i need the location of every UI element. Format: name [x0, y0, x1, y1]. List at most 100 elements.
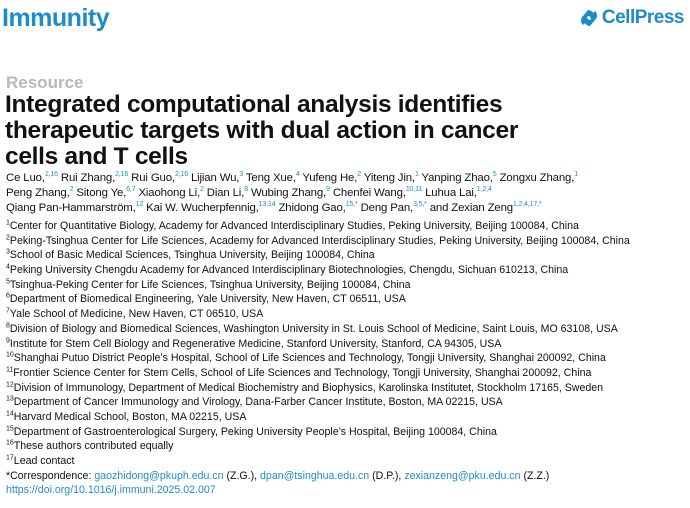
author-affiliation-marker[interactable]: 1	[574, 171, 578, 179]
author-affiliation-marker[interactable]: 1,16	[44, 171, 58, 179]
author-affiliation-marker[interactable]: 12	[135, 201, 144, 209]
affiliation-text: Institute for Stem Cell Biology and Rege…	[9, 337, 502, 350]
author-affiliation-marker[interactable]: 5	[492, 171, 497, 179]
affiliation-number: 9	[6, 336, 10, 344]
author-name: Xiaohong Li,	[138, 187, 201, 199]
email-initials: (Z.G.),	[226, 469, 258, 482]
cellpress-logo-icon	[580, 10, 597, 26]
title-line: Integrated computational analysis identi…	[5, 91, 503, 118]
author-name: Wubing Zhang,	[250, 187, 327, 199]
author-line: Ce Luo,1,16 Rui Zhang,2,16 Rui Guo,2,16 …	[6, 171, 690, 186]
affiliation-text: School of Basic Medical Sciences, Tsingh…	[9, 249, 375, 262]
affiliation-number: 1	[6, 219, 10, 227]
email-initials: (D.P.),	[372, 469, 402, 482]
author-affiliation-marker[interactable]: 2	[200, 186, 204, 194]
affiliation-text: Division of Immunology, Department of Me…	[13, 381, 604, 394]
author-name: Deng Pan,	[360, 202, 414, 214]
author-name: Teng Xue,	[245, 172, 296, 184]
affiliation-text: Lead contact	[13, 455, 75, 467]
author-affiliation-marker[interactable]: 10,11	[405, 186, 423, 194]
affiliation-text: Harvard Medical School, Boston, MA 02215…	[13, 410, 247, 423]
publisher-name: CellPress	[601, 7, 685, 28]
affiliation-number: 5	[6, 278, 10, 286]
author-affiliation-marker[interactable]: 9	[326, 186, 330, 194]
affiliation-number: 14	[6, 410, 14, 418]
article-type: Resource	[6, 73, 84, 92]
affiliation-text: Peking-Tsinghua Center for Life Sciences…	[9, 234, 630, 247]
affiliation-item: 10Shanghai Putuo District People’s Hospi…	[6, 351, 690, 366]
affiliation-item: 7Yale School of Medicine, New Haven, CT …	[6, 307, 690, 322]
author-list: Ce Luo,1,16 Rui Zhang,2,16 Rui Guo,2,16 …	[6, 171, 690, 216]
affiliation-item: 11Frontier Science Center for Stem Cells…	[6, 366, 690, 381]
author-affiliation-marker[interactable]: 1,2,4,17,*	[512, 201, 542, 209]
doi: https://doi.org/10.1016/j.immuni.2025.02…	[6, 483, 690, 498]
affiliation-text: Peking University Chengdu Academy for Ad…	[9, 264, 569, 277]
author-affiliation-marker[interactable]: 3,5,*	[413, 201, 427, 209]
author-affiliation-marker[interactable]: 2,16	[115, 171, 129, 179]
author-name: Ce Luo,	[6, 172, 45, 184]
author-name: Rui Guo,	[131, 172, 175, 184]
publisher-logo: CellPress	[579, 7, 685, 29]
affiliation-text: Division of Biology and Biomedical Scien…	[9, 322, 618, 335]
email-link[interactable]: gaozhidong@pkuph.edu.cn	[94, 469, 224, 482]
author-affiliation-marker[interactable]: 6,7	[126, 186, 136, 194]
author-affiliation-marker[interactable]: 1,2,4	[476, 186, 492, 194]
affiliation-number: 7	[6, 307, 10, 315]
affiliation-number: 15	[6, 425, 14, 433]
affiliation-item: 9Institute for Stem Cell Biology and Reg…	[6, 337, 690, 352]
affiliation-number: 10	[6, 351, 14, 359]
affiliation-item: 4Peking University Chengdu Academy for A…	[6, 263, 690, 278]
author-affiliation-marker[interactable]: 3	[239, 171, 244, 179]
email-link[interactable]: dpan@tsinghua.edu.cn	[260, 469, 370, 482]
author-line: Peng Zhang,2 Sitong Ye,6,7 Xiaohong Li,2…	[6, 186, 690, 201]
author-affiliation-marker[interactable]: 1	[414, 171, 419, 179]
author-name: Kai W. Wucherpfennig,	[146, 202, 259, 214]
affiliation-item: 1Center for Quantitative Biology, Academ…	[6, 219, 690, 234]
author-name: Chenfei Wang,	[332, 187, 406, 199]
affiliation-number: 11	[6, 366, 14, 374]
affiliation-item: 12Division of Immunology, Department of …	[6, 381, 690, 396]
title-line: cells and T cells	[5, 143, 188, 170]
affiliation-number: 13	[6, 395, 14, 403]
affiliation-text: Yale School of Medicine, New Haven, CT 0…	[9, 308, 264, 321]
affiliation-item: 2Peking-Tsinghua Center for Life Science…	[6, 234, 690, 249]
author-name: and Zexian Zeng	[429, 202, 513, 214]
title-line: therapeutic targets with dual action in …	[5, 117, 519, 144]
author-affiliation-marker[interactable]: 4	[295, 171, 300, 179]
email-initials: (Z.Z.)	[523, 469, 550, 482]
author-affiliation-marker[interactable]: 2	[69, 186, 74, 194]
affiliation-item: 17Lead contact	[6, 454, 690, 469]
journal-logo: Immunity	[2, 4, 110, 32]
affiliation-number: 4	[6, 263, 10, 271]
author-line: Qiang Pan-Hammarström,12 Kai W. Wucherpf…	[6, 201, 690, 216]
doi-link[interactable]: https://doi.org/10.1016/j.immuni.2025.02…	[6, 484, 216, 497]
author-name: Yanping Zhao,	[421, 172, 493, 184]
author-name: Qiang Pan-Hammarström,	[6, 202, 136, 214]
email-link[interactable]: zexianzeng@pku.edu.cn	[404, 469, 521, 482]
affiliation-text: Frontier Science Center for Stem Cells, …	[13, 366, 592, 379]
affiliation-item: 16These authors contributed equally	[6, 439, 690, 454]
author-name: Yiteng Jin,	[363, 172, 415, 184]
author-affiliation-marker[interactable]: 2	[357, 171, 361, 179]
author-name: Rui Zhang,	[60, 172, 116, 184]
author-name: Sitong Ye,	[76, 187, 127, 199]
author-name: Dian Li,	[206, 187, 245, 199]
affiliation-item: 3School of Basic Medical Sciences, Tsing…	[6, 248, 690, 263]
affiliation-item: 13Department of Cancer Immunology and Vi…	[6, 395, 690, 410]
correspondence: *Correspondence: gaozhidong@pkuph.edu.cn…	[6, 469, 690, 484]
affiliation-text: Tsinghua-Peking Center for Life Sciences…	[9, 278, 411, 291]
affiliation-text: Department of Gastroenterological Surger…	[13, 425, 497, 438]
affiliation-item: 6Department of Biomedical Engineering, Y…	[6, 292, 690, 307]
author-affiliation-marker[interactable]: 13,14	[258, 201, 276, 209]
author-affiliation-marker[interactable]: 8	[244, 186, 248, 194]
author-name: Peng Zhang,	[6, 187, 70, 199]
affiliation-item: 15Department of Gastroenterological Surg…	[6, 425, 690, 440]
author-affiliation-marker[interactable]: 2,16	[174, 171, 188, 179]
author-affiliation-marker[interactable]: 15,*	[345, 201, 358, 209]
affiliation-text: Department of Biomedical Engineering, Ya…	[9, 293, 406, 306]
affiliation-number: 12	[6, 381, 14, 389]
affiliation-number: 16	[6, 439, 14, 447]
affiliation-number: 2	[6, 234, 10, 242]
author-name: Zongxu Zhang,	[499, 172, 575, 184]
author-name: Lijian Wu,	[190, 172, 240, 184]
